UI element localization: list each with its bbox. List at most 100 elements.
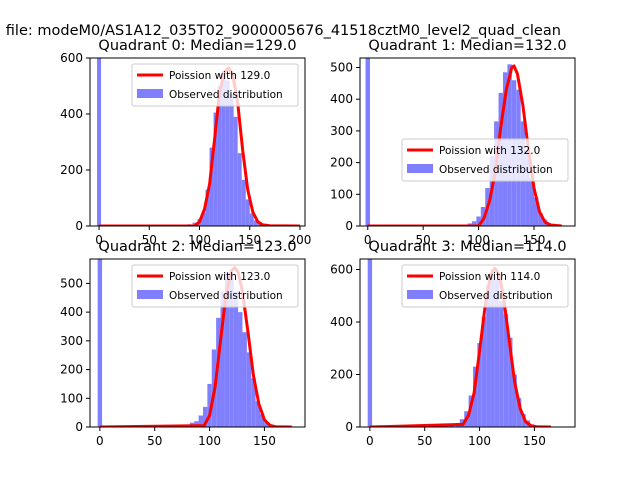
subplot-title: Quadrant 2: Median=123.0	[98, 239, 296, 255]
legend: Poission with 132.0 Observed distribution	[401, 138, 569, 182]
x-tick-label: 200	[289, 233, 312, 247]
histogram-bar	[444, 425, 449, 427]
histogram-bar	[229, 94, 234, 226]
histogram-bar	[194, 421, 199, 427]
histogram-bar	[508, 337, 513, 427]
legend-line-label: Poission with 129.0	[169, 70, 270, 82]
subplot-0: 0 50 100 150 200 0 200 400 600 Quadrant 0: Median…	[60, 38, 311, 247]
histogram-bar	[198, 415, 203, 427]
y-tick-label: 0	[345, 420, 353, 434]
subplot-2: 0 50 100 150 0 100 200 300 400 500 Quadrant 2: Med…	[60, 239, 306, 448]
subplot-title: Quadrant 0: Median=129.0	[98, 38, 296, 54]
figure-suptitle: n file: modeM0/AS1A12_035T02_9000005676_…	[0, 23, 561, 39]
histogram-bar	[205, 189, 210, 226]
histogram-bar	[229, 277, 234, 427]
histogram-bars	[97, 259, 274, 427]
x-tick-label: 0	[364, 233, 372, 247]
histogram-bar	[242, 332, 247, 427]
histogram-bar	[207, 383, 212, 427]
histogram-bar	[251, 378, 256, 427]
histogram-bar	[490, 269, 495, 427]
y-tick-label: 200	[60, 363, 83, 377]
y-tick-label: 600	[60, 51, 83, 65]
histogram-bar	[476, 216, 481, 226]
x-tick-label: 50	[147, 434, 162, 448]
x-tick-label: 150	[523, 233, 546, 247]
x-tick-label: 100	[468, 434, 491, 448]
y-tick-label: 400	[330, 92, 353, 106]
y-tick-label: 0	[75, 420, 83, 434]
legend-hist-label: Observed distribution	[439, 290, 553, 302]
legend: Poission with 123.0 Observed distribution	[131, 264, 299, 308]
y-tick-label: 300	[330, 124, 353, 138]
y-tick-label: 400	[330, 315, 353, 329]
legend-line-label: Poission with 114.0	[439, 271, 540, 283]
histogram-bar	[220, 292, 225, 427]
x-tick-label: 0	[95, 233, 103, 247]
y-tick-label: 0	[75, 219, 83, 233]
x-tick-label: 150	[238, 233, 261, 247]
legend-box	[401, 138, 569, 182]
histogram-bar	[365, 58, 370, 226]
histogram-bar	[216, 317, 221, 427]
x-tick-label: 50	[417, 434, 432, 448]
subplot-1: 0 50 100 150 0 100 200 300 400 500 Quadrant 1: Med…	[330, 38, 576, 247]
histogram-bar	[253, 220, 258, 226]
x-tick-label: 100	[467, 233, 490, 247]
y-tick-label: 500	[60, 276, 83, 290]
histogram-bar	[533, 197, 539, 226]
legend-hist-label: Observed distribution	[439, 164, 553, 176]
legend-box	[131, 63, 299, 107]
histogram-bar	[512, 374, 517, 427]
histogram-bars	[97, 58, 272, 226]
histogram-bar	[245, 199, 250, 226]
axes-frame	[89, 57, 306, 227]
x-tick-label: 0	[366, 434, 374, 448]
subplot-title: Quadrant 3: Median=114.0	[368, 239, 566, 255]
histogram-bar	[225, 80, 230, 226]
histogram-bar	[260, 414, 265, 427]
y-tick-label: 400	[60, 305, 83, 319]
y-tick-label: 300	[60, 334, 83, 348]
legend-hist-swatch	[407, 164, 433, 173]
histogram-bar	[525, 149, 530, 226]
histogram-bar	[249, 213, 254, 226]
x-tick-label: 50	[416, 233, 431, 247]
x-tick-label: 100	[198, 434, 221, 448]
histogram-bar	[224, 271, 230, 427]
x-tick-label: 0	[96, 434, 104, 448]
y-tick-label: 400	[60, 107, 83, 121]
y-tick-label: 200	[330, 156, 353, 170]
histogram-bar	[241, 179, 246, 226]
legend-line-label: Poission with 123.0	[169, 271, 270, 283]
histogram-bar	[97, 58, 102, 226]
histogram-bar	[538, 213, 543, 226]
legend: Poission with 129.0 Observed distribution	[131, 63, 299, 107]
x-tick-label: 50	[142, 233, 157, 247]
subplot-3: 0 50 100 150 0 200 400 600 Quadrant 3: Median=11…	[330, 239, 576, 448]
histogram-bar	[97, 259, 103, 427]
histogram-bar	[481, 316, 487, 427]
histogram-bar	[255, 401, 261, 427]
legend: Poission with 114.0 Observed distribution	[401, 264, 569, 308]
x-tick-label: 150	[523, 434, 546, 448]
histogram-bar	[233, 116, 238, 226]
histogram-bar	[221, 70, 226, 226]
legend-hist-swatch	[137, 89, 163, 98]
histogram-bar	[503, 314, 509, 427]
histogram-bar	[480, 206, 486, 226]
y-tick-label: 200	[330, 368, 353, 382]
histogram-bar	[237, 153, 242, 226]
y-tick-label: 100	[330, 187, 353, 201]
histogram-bar	[477, 343, 482, 427]
y-tick-label: 200	[60, 163, 83, 177]
y-tick-label: 600	[330, 263, 353, 277]
histogram-bar	[494, 280, 500, 427]
histogram-bar	[202, 406, 208, 427]
legend-box	[131, 264, 299, 308]
histogram-bar	[238, 312, 243, 427]
legend-hist-swatch	[407, 290, 433, 299]
histogram-bar	[516, 398, 522, 427]
histogram-bar	[217, 86, 222, 226]
